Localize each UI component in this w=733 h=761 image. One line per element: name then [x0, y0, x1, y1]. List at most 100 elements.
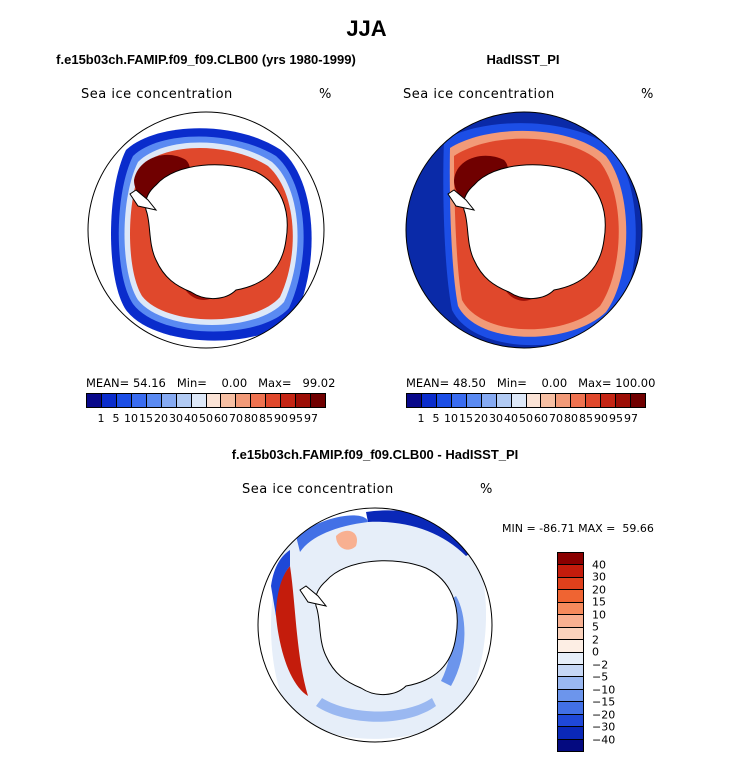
- variable-label-obs: Sea ice concentration: [403, 87, 555, 102]
- colorbar-tick-label: 20: [154, 412, 168, 425]
- diff-band-blue-s: [316, 698, 436, 722]
- colorbar-model: [86, 393, 326, 408]
- colorbar-diff: [557, 552, 584, 752]
- colorbar-swatch: [558, 627, 583, 641]
- colorbar-swatch: [146, 394, 162, 407]
- colorbar-swatch: [558, 689, 583, 703]
- variable-label-diff: Sea ice concentration: [242, 482, 394, 497]
- units-label-obs: %: [641, 87, 654, 102]
- stats-model: MEAN= 54.16 Min= 0.00 Max= 99.02: [86, 376, 336, 390]
- colorbar-swatch: [206, 394, 222, 407]
- colorbar-tick-label: 60: [534, 412, 548, 425]
- colorbar-tick-label: −40: [592, 733, 616, 746]
- polar-map-model: [87, 111, 325, 349]
- colorbar-tick-label: 90: [594, 412, 608, 425]
- diff-band-blue-ne: [366, 510, 481, 556]
- polar-map-obs: [405, 111, 643, 349]
- colorbar-swatch: [436, 394, 452, 407]
- colorbar-swatch: [311, 394, 325, 407]
- colorbar-tick-label: 40: [592, 558, 606, 571]
- colorbar-swatch: [511, 394, 527, 407]
- colorbar-swatch: [558, 739, 583, 751]
- colorbar-swatch: [558, 602, 583, 616]
- colorbar-tick-label: 95: [289, 412, 303, 425]
- antarctic-peninsula: [447, 189, 476, 211]
- colorbar-swatch: [481, 394, 497, 407]
- colorbar-swatch: [558, 615, 583, 628]
- colorbar-tick-label: −20: [592, 708, 616, 721]
- polar-map-diff: [257, 507, 493, 743]
- colorbar-swatch: [101, 394, 117, 407]
- diff-minmax: MIN = -86.71 MAX = 59.66: [502, 522, 654, 535]
- colorbar-swatch: [296, 394, 312, 407]
- colorbar-swatch: [421, 394, 437, 407]
- colorbar-swatch: [266, 394, 282, 407]
- colorbar-swatch: [586, 394, 602, 407]
- diff-band-red-w: [275, 566, 308, 696]
- colorbar-swatch: [571, 394, 587, 407]
- colorbar-swatch: [558, 727, 583, 740]
- colorbar-tick-label: 15: [592, 595, 606, 609]
- units-label-model: %: [319, 87, 332, 102]
- colorbar-swatch: [631, 394, 645, 407]
- colorbar-tick-label: 70: [549, 412, 563, 425]
- colorbar-tick-label: 95: [609, 412, 623, 425]
- units-label-diff: %: [480, 482, 493, 497]
- colorbar-tick-label: −30: [592, 720, 616, 734]
- figure-title: JJA: [346, 16, 387, 41]
- colorbar-swatch: [558, 553, 583, 566]
- colorbar-swatch: [558, 677, 583, 690]
- colorbar-tick-label: 30: [489, 412, 503, 425]
- colorbar-tick-label: 5: [592, 620, 599, 634]
- diff-title: f.e15b03ch.FAMIP.f09_f09.CLB00 - HadISST…: [231, 447, 519, 462]
- diff-band-blue-n: [296, 515, 368, 552]
- colorbar-ticks-diff: 40 30 20 15 10 5 2 0 −2 −5 −10 −15 −20 −30 −40: [592, 552, 632, 752]
- colorbar-tick-label: −2: [592, 658, 609, 671]
- colorbar-swatch: [407, 394, 422, 407]
- colorbar-tick-label: 20: [592, 583, 606, 596]
- colorbar-tick-label: 5: [112, 412, 120, 425]
- colorbar-swatch: [541, 394, 557, 407]
- antarctic-peninsula: [129, 189, 158, 211]
- colorbar-tick-label: 15: [459, 412, 473, 425]
- colorbar-tick-label: 5: [432, 412, 440, 425]
- colorbar-swatch: [601, 394, 617, 407]
- antarctica-land: [463, 164, 606, 299]
- colorbar-swatch: [221, 394, 237, 407]
- colorbar-swatch: [176, 394, 192, 407]
- colorbar-tick-label: 60: [214, 412, 228, 425]
- colorbar-swatch: [87, 394, 102, 407]
- colorbar-swatch: [251, 394, 267, 407]
- colorbar-swatch: [116, 394, 132, 407]
- colorbar-swatch: [616, 394, 632, 407]
- variable-label-model: Sea ice concentration: [81, 87, 233, 102]
- colorbar-tick-label: 50: [519, 412, 533, 425]
- colorbar-tick-label: 1: [417, 412, 425, 425]
- colorbar-swatch: [558, 640, 583, 653]
- colorbar-swatch: [558, 714, 583, 728]
- colorbar-tick-label: 10: [444, 412, 458, 425]
- colorbar-tick-label: 30: [592, 570, 606, 584]
- colorbar-tick-label: 85: [259, 412, 273, 425]
- antarctic-peninsula: [299, 585, 328, 607]
- colorbar-ticks-model: 1 5 10 15 20 30 40 50 60 70 80 85 90 95 97: [86, 412, 326, 426]
- colorbar-swatch: [496, 394, 512, 407]
- colorbar-tick-label: 2: [592, 633, 599, 646]
- colorbar-tick-label: 90: [274, 412, 288, 425]
- colorbar-tick-label: 40: [504, 412, 518, 425]
- colorbar-swatch: [558, 652, 583, 665]
- colorbar-tick-label: 1: [97, 412, 105, 425]
- stats-obs: MEAN= 48.50 Min= 0.00 Max= 100.00: [406, 376, 656, 390]
- colorbar-swatch: [466, 394, 482, 407]
- colorbar-tick-label: 97: [304, 412, 318, 425]
- colorbar-swatch: [558, 590, 583, 603]
- colorbar-tick-label: 70: [229, 412, 243, 425]
- colorbar-tick-label: 30: [169, 412, 183, 425]
- colorbar-swatch: [236, 394, 252, 407]
- colorbar-swatch: [558, 664, 583, 678]
- panel-title-obs: HadISST_PI: [486, 52, 560, 67]
- colorbar-swatch: [558, 565, 583, 578]
- colorbar-tick-label: 80: [244, 412, 258, 425]
- colorbar-tick-label: −15: [592, 695, 616, 709]
- colorbar-tick-label: 40: [184, 412, 198, 425]
